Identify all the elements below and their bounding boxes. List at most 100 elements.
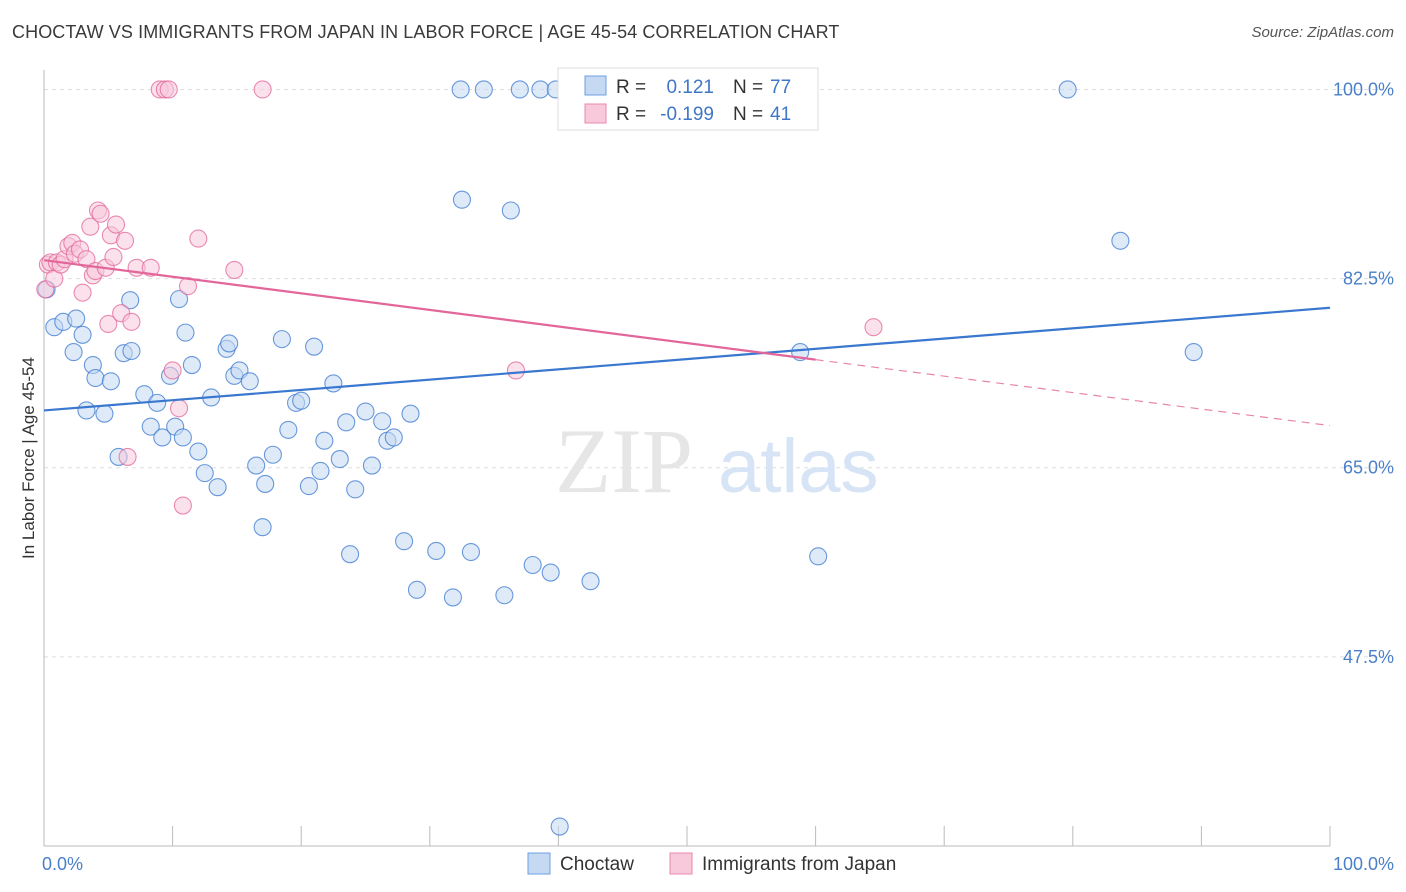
x-tick-labels: 0.0% 100.0% [42,854,1394,874]
japan-point-22 [106,215,126,234]
choctaw-point-29 [220,334,239,353]
choctaw-point-66 [510,80,529,99]
japan-point-19 [99,314,118,334]
choctaw-point-34 [253,518,272,537]
choctaw-point-5 [64,343,83,362]
choctaw-point-67 [531,80,550,99]
choctaw-point-41 [299,477,318,496]
choctaw-point-3 [67,309,86,328]
choctaw-point-57 [407,580,426,599]
choctaw-point-4 [73,325,92,344]
choctaw-point-44 [315,431,334,450]
choctaw-point-36 [263,445,282,464]
legend-r-label-choctaw: R = [616,77,646,98]
choctaw-point-48 [341,545,360,564]
choctaw-point-56 [401,404,420,423]
japan-trend-line [43,259,816,361]
japan-point-40 [864,318,883,337]
choctaw-point-58 [427,541,446,560]
choctaw-point-16 [141,417,160,436]
japan-point-11 [73,283,92,302]
choctaw-point-76 [1058,80,1077,99]
watermark-zip: ZIP [555,410,693,512]
choctaw-point-43 [311,461,330,481]
legend-n-label-japan: N = [733,104,763,125]
japan-point-36 [189,229,208,248]
choctaw-point-69 [523,555,542,575]
choctaw-point-35 [256,474,275,493]
japan-point-21 [104,247,123,267]
choctaw-point-38 [279,420,298,439]
legend-r-japan: -0.199 [660,104,714,125]
japan-point-17 [91,204,110,223]
choctaw-point-14 [121,291,140,310]
choctaw-trend-line [43,306,1331,412]
choctaw-point-60 [451,80,470,99]
japan-point-28 [141,258,160,277]
choctaw-point-70 [541,563,560,582]
choctaw-point-32 [240,372,259,391]
choctaw-point-40 [292,391,311,410]
y-tick-label-1: 82.5% [1343,269,1394,289]
choctaw-point-72 [581,572,600,591]
japan-point-24 [115,231,135,250]
japan-point-31 [159,80,178,99]
choctaw-point-75 [809,547,828,566]
choctaw-point-52 [373,412,392,431]
japan-point-38 [253,80,272,99]
x-axis-ticks [43,826,1331,846]
choctaw-point-13 [122,341,141,361]
japan-point-13 [81,217,100,236]
x-tick-label-1: 100.0% [1333,854,1394,874]
series-japan-points [36,80,883,515]
choctaw-point-78 [1184,343,1203,362]
japan-point-35 [178,277,198,296]
choctaw-point-25 [195,464,214,483]
choctaw-point-62 [501,201,520,220]
choctaw-point-80 [169,290,189,309]
legend-swatch-choctaw [584,75,607,96]
choctaw-point-37 [272,330,291,349]
japan-point-33 [169,399,189,418]
y-tick-labels: 100.0% 82.5% 65.0% 47.5% [1333,79,1394,666]
trend-lines [43,259,1331,427]
choctaw-point-54 [384,428,403,447]
legend-swatch-japan [584,103,607,124]
choctaw-point-65 [495,586,514,605]
chart-title: CHOCTAW VS IMMIGRANTS FROM JAPAN IN LABO… [12,22,840,42]
choctaw-point-9 [77,401,96,420]
bottom-legend-label-japan: Immigrants from Japan [702,854,896,875]
choctaw-point-51 [362,456,381,475]
bottom-legend-swatch-japan [669,852,693,875]
choctaw-point-45 [324,374,343,393]
choctaw-point-24 [189,442,208,461]
japan-point-32 [163,361,182,380]
watermark-atlas: atlas [718,424,879,509]
bottom-legend-swatch-choctaw [527,852,551,875]
bottom-legend-label-choctaw: Choctaw [560,854,634,875]
legend-n-japan: 41 [770,104,791,125]
choctaw-point-27 [208,478,227,497]
choctaw-point-59 [452,190,472,209]
japan-trend-extension [815,359,1331,427]
japan-point-37 [225,260,244,279]
source-credit: Source: ZipAtlas.com [1251,24,1394,41]
choctaw-point-22 [176,323,195,342]
series-choctaw-points [37,80,1203,836]
choctaw-point-33 [247,456,266,475]
choctaw-point-42 [305,337,324,356]
legend-n-choctaw: 77 [770,77,791,98]
y-axis-title: In Labor Force | Age 45-54 [19,357,38,559]
legend-n-label-choctaw: N = [733,77,763,98]
choctaw-point-23 [182,356,201,375]
bottom-legend: Choctaw Immigrants from Japan [527,852,896,875]
choctaw-point-55 [395,532,414,551]
choctaw-point-61 [474,80,493,99]
japan-point-25 [122,312,141,331]
choctaw-point-64 [461,542,481,562]
choctaw-point-79 [550,817,569,836]
x-tick-label-0: 0.0% [42,854,83,874]
choctaw-point-7 [86,368,105,388]
japan-point-34 [173,496,192,515]
